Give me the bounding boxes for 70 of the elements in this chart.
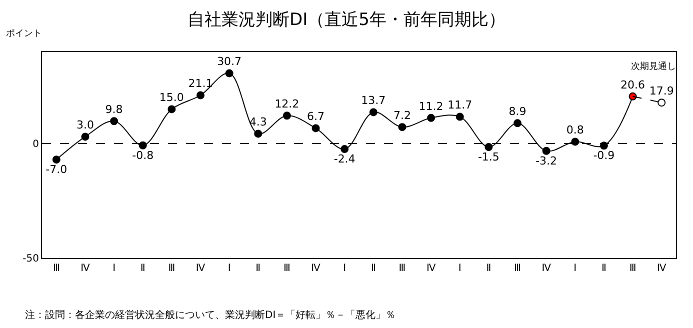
x-tick-label: Ⅲ	[168, 263, 176, 274]
x-tick-label: Ⅳ	[542, 263, 552, 274]
data-label: 21.1	[188, 77, 213, 90]
data-label: 15.0	[159, 91, 184, 104]
point	[484, 142, 493, 151]
data-label: 17.9	[649, 84, 674, 98]
x-tick-label: Ⅰ	[343, 263, 346, 274]
point	[514, 119, 522, 128]
data-label: 4.3	[249, 116, 267, 129]
y-tick-label: 0	[32, 139, 39, 150]
x-tick-label: Ⅱ	[140, 263, 146, 274]
data-label: 7.2	[393, 108, 411, 122]
x-tick-label: Ⅰ	[458, 263, 462, 274]
data-label: 11.7	[448, 98, 472, 112]
x-tick-label: Ⅱ	[256, 263, 261, 274]
data-label: -1.5	[478, 150, 500, 164]
data-label: 13.7	[361, 94, 386, 108]
x-tick-label: Ⅱ	[601, 263, 606, 274]
data-label: 12.2	[274, 98, 300, 111]
y-tick-label: -50	[22, 254, 39, 264]
data-label: 9.8	[105, 102, 123, 116]
point	[369, 108, 378, 116]
x-tick-label: Ⅰ	[574, 263, 577, 274]
text: 注：設問：各企業の経営状況全般について、業況判断DI＝「好転」％－「悪化」％	[25, 309, 396, 321]
x-tick-label: Ⅳ	[426, 263, 436, 274]
point	[398, 123, 406, 132]
x-tick-label: Ⅳ	[656, 263, 667, 274]
data-label: -0.8	[132, 149, 154, 162]
data-label: -0.9	[593, 149, 615, 162]
point	[282, 112, 291, 120]
point	[225, 69, 234, 78]
x-tick-label: Ⅲ	[52, 263, 60, 274]
y-axis-title: ポイント	[6, 29, 42, 39]
point	[571, 138, 580, 146]
data-label: 8.9	[508, 105, 526, 118]
point	[658, 98, 666, 107]
point	[456, 112, 464, 121]
text: 次期見通し	[631, 61, 676, 72]
data-label: -2.4	[334, 152, 356, 166]
point	[542, 146, 550, 155]
data-label: -7.0	[46, 163, 68, 176]
data-label: 11.2	[418, 100, 444, 113]
x-tick-label: Ⅳ	[311, 263, 322, 274]
point	[254, 130, 262, 138]
point	[196, 91, 204, 100]
x-tick-label: Ⅲ	[398, 263, 406, 274]
x-tick-label: Ⅲ	[283, 263, 290, 274]
x-tick-label: Ⅰ	[228, 263, 231, 274]
point	[138, 141, 147, 150]
point	[110, 117, 118, 126]
x-tick-label: Ⅱ	[370, 263, 376, 274]
chart-title: 自社業況判断DI（直近5年・前年同期比）	[188, 10, 506, 30]
data-label: 0.8	[566, 124, 584, 137]
point	[168, 105, 176, 114]
point	[81, 132, 90, 141]
data-label: -3.2	[536, 154, 558, 168]
data-label: 3.0	[76, 118, 94, 132]
x-tick-label: Ⅳ	[80, 263, 91, 274]
x-tick-label: Ⅳ	[196, 263, 206, 274]
point	[52, 156, 60, 164]
data-label: 6.7	[307, 110, 325, 124]
x-tick-label: Ⅲ	[514, 263, 521, 274]
point	[340, 145, 349, 154]
data-label: 30.7	[217, 55, 242, 68]
point	[312, 124, 320, 132]
x-tick-label: Ⅰ	[112, 263, 116, 274]
x-tick-label: Ⅱ	[486, 263, 492, 274]
data-label: 20.6	[620, 78, 646, 92]
x-tick-label: Ⅲ	[629, 263, 636, 274]
point	[427, 114, 436, 122]
